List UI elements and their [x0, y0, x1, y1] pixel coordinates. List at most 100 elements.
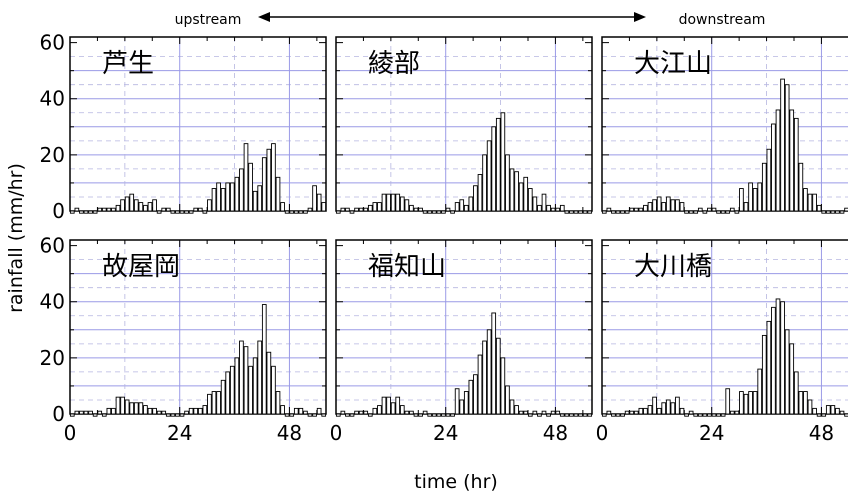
y-tick-label: 0 [52, 402, 65, 426]
bar [340, 410, 346, 415]
bar [413, 413, 419, 417]
bar [88, 410, 93, 415]
bar [367, 413, 373, 417]
bar [445, 207, 451, 212]
bar [79, 210, 84, 214]
bar [647, 405, 653, 415]
bar [106, 407, 112, 415]
bar [495, 337, 501, 415]
bar [707, 413, 712, 417]
bar [473, 185, 478, 212]
bar [624, 410, 630, 415]
bar [743, 202, 749, 212]
bar [807, 399, 813, 415]
bar [261, 157, 267, 212]
bar [234, 176, 240, 212]
bar [409, 410, 414, 415]
bar [207, 393, 212, 415]
bar [386, 396, 391, 415]
bar [101, 413, 107, 417]
bar [665, 196, 671, 212]
bar [188, 210, 194, 214]
x-tick-label: 48 [809, 421, 834, 445]
bar [500, 112, 506, 212]
bar [427, 413, 433, 417]
bar [793, 371, 799, 415]
x-tick-label: 24 [167, 421, 192, 445]
x-tick-label: 0 [596, 421, 609, 445]
bar [197, 207, 203, 212]
bar [495, 117, 501, 212]
bar [120, 396, 125, 415]
bar [106, 207, 112, 212]
bar [248, 162, 253, 212]
bar [652, 199, 657, 212]
bar [120, 199, 125, 212]
bar [839, 410, 845, 415]
bar [789, 343, 795, 415]
x-tick-label: 48 [543, 421, 568, 445]
bar [761, 334, 767, 415]
bar [152, 199, 157, 212]
bar [527, 188, 533, 212]
bar [633, 207, 639, 212]
bar [409, 204, 414, 212]
bar [803, 188, 808, 212]
bar [188, 407, 194, 415]
bar [275, 176, 281, 212]
bar [509, 168, 515, 212]
x-tick-label: 0 [64, 421, 77, 445]
bar [675, 199, 680, 212]
bar [316, 407, 322, 415]
bar [573, 210, 579, 214]
bar [303, 410, 308, 415]
bar [225, 182, 231, 212]
bar [143, 204, 148, 212]
bar [211, 188, 217, 212]
bar [463, 204, 469, 212]
bar [606, 410, 612, 415]
bar [550, 207, 556, 212]
bar [784, 84, 790, 212]
bar [207, 199, 212, 212]
bar [684, 210, 689, 214]
bar [197, 407, 203, 415]
bar [587, 210, 593, 214]
bar [216, 182, 221, 212]
panel-title: 福知山 [368, 252, 446, 282]
panel-title: 故屋岡 [102, 252, 180, 282]
y-tick-label: 60 [40, 31, 65, 55]
bar [752, 188, 758, 212]
bar [316, 193, 322, 212]
bar [349, 413, 355, 417]
panel-5: 福知山 0 24 48 [330, 239, 593, 445]
bar [555, 207, 561, 212]
bar [775, 298, 781, 415]
bar [647, 202, 653, 212]
x-tick-label: 24 [699, 421, 724, 445]
bar [395, 396, 401, 415]
bar [491, 126, 497, 212]
bar [693, 210, 699, 214]
bar [546, 204, 551, 212]
bar [229, 182, 235, 212]
bar [293, 407, 299, 415]
bar [734, 210, 740, 214]
bar [601, 413, 607, 417]
bar [345, 207, 350, 212]
bar [220, 379, 226, 415]
bar [537, 413, 542, 417]
bar [821, 210, 827, 214]
bar [523, 410, 529, 415]
bar [239, 168, 244, 212]
bar [165, 413, 171, 417]
bar [193, 407, 199, 415]
bar [124, 196, 130, 212]
y-tick-label: 0 [52, 199, 65, 223]
bar [729, 207, 735, 212]
panel-1: 芦生 0 20 40 60 [40, 31, 327, 223]
bar [807, 193, 813, 212]
bar [124, 399, 130, 415]
bar [720, 210, 726, 214]
bar [611, 210, 616, 214]
